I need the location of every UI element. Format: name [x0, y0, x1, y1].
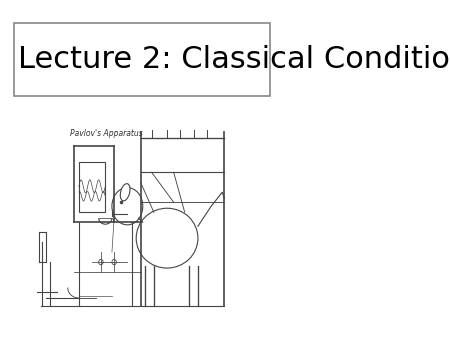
- Text: Pavlov's Apparatus: Pavlov's Apparatus: [70, 129, 143, 139]
- Text: Lecture 2: Classical Conditioning: Lecture 2: Classical Conditioning: [18, 45, 450, 74]
- Circle shape: [112, 188, 143, 225]
- Bar: [30, 132, 225, 322]
- Ellipse shape: [136, 208, 198, 268]
- Ellipse shape: [120, 184, 130, 201]
- FancyBboxPatch shape: [14, 23, 270, 96]
- Bar: [79, 162, 105, 212]
